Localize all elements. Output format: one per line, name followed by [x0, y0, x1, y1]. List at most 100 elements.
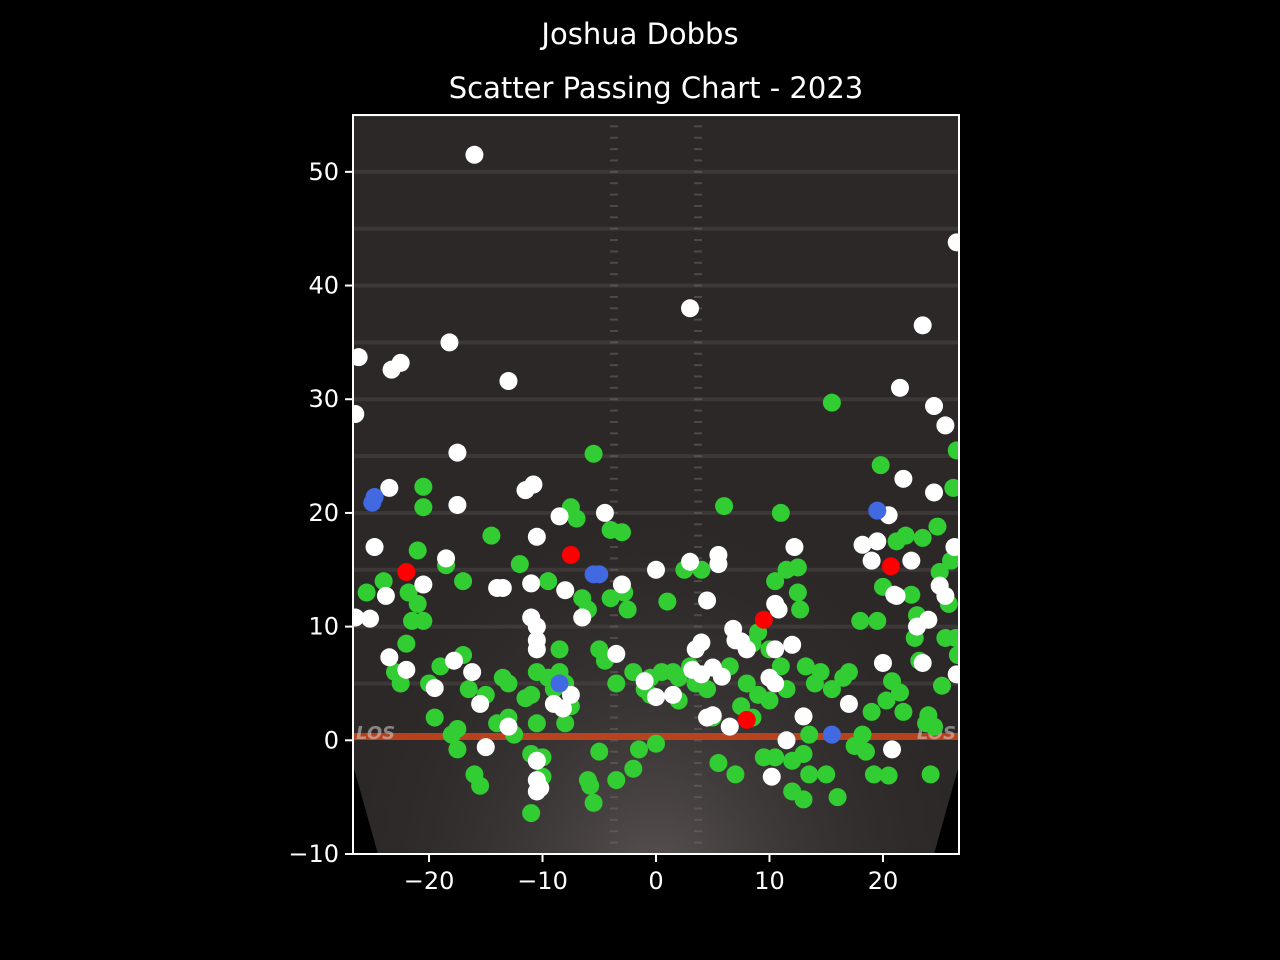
- hash-mark: [610, 466, 619, 469]
- pass-point-incomplete: [945, 538, 959, 557]
- pass-point-complete: [856, 742, 875, 761]
- pass-point-complete: [448, 740, 467, 759]
- hash-mark: [693, 136, 702, 139]
- hash-mark: [610, 830, 619, 833]
- pass-point-incomplete: [777, 731, 796, 750]
- hash-mark: [693, 148, 702, 151]
- pass-point-complete: [482, 526, 501, 545]
- pass-point-incomplete: [681, 552, 700, 571]
- pass-point-complete: [522, 804, 541, 823]
- pass-point-incomplete: [853, 535, 872, 554]
- los-label-left: LOS: [356, 723, 395, 744]
- pass-point-interception: [881, 557, 900, 576]
- yard-line: [353, 283, 959, 288]
- pass-point-incomplete: [698, 591, 717, 610]
- pass-point-complete: [811, 663, 830, 682]
- pass-point-incomplete: [612, 575, 631, 594]
- pass-point-complete: [868, 611, 887, 630]
- pass-point-incomplete: [947, 665, 959, 684]
- hash-mark: [693, 227, 702, 230]
- pass-point-complete: [890, 683, 909, 702]
- pass-point-incomplete: [883, 740, 902, 759]
- pass-point-complete: [590, 742, 609, 761]
- pass-point-complete: [658, 592, 677, 611]
- pass-point-incomplete: [556, 581, 575, 600]
- hash-mark: [693, 773, 702, 776]
- chart-suptitle: Joshua Dobbs: [539, 17, 738, 51]
- pass-point-incomplete: [527, 527, 546, 546]
- hash-mark: [693, 591, 702, 594]
- pass-point-complete: [894, 702, 913, 721]
- hash-mark: [693, 170, 702, 173]
- hash-mark: [610, 227, 619, 230]
- pass-point-complete: [760, 691, 779, 710]
- hash-mark: [610, 125, 619, 128]
- pass-point-incomplete: [553, 699, 572, 718]
- pass-point-incomplete: [692, 633, 711, 652]
- pass-point-incomplete: [887, 586, 906, 605]
- hash-mark: [693, 466, 702, 469]
- hash-mark: [693, 784, 702, 787]
- hash-mark: [693, 352, 702, 355]
- hash-mark: [610, 170, 619, 173]
- pass-point-incomplete: [573, 608, 592, 627]
- hash-mark: [610, 284, 619, 287]
- y-tick-label: 50: [308, 158, 339, 186]
- hash-mark: [610, 432, 619, 435]
- pass-point-complete: [612, 523, 631, 542]
- hash-mark: [693, 239, 702, 242]
- hash-mark: [610, 716, 619, 719]
- pass-point-complete: [629, 740, 648, 759]
- hash-mark: [610, 489, 619, 492]
- hash-mark: [610, 239, 619, 242]
- pass-point-incomplete: [936, 586, 955, 605]
- pass-point-incomplete: [925, 397, 944, 416]
- pass-point-incomplete: [476, 738, 495, 757]
- y-tick-label: 40: [308, 272, 339, 300]
- hash-mark: [693, 409, 702, 412]
- pass-point-incomplete: [522, 574, 541, 593]
- pass-point-complete: [930, 563, 949, 582]
- pass-point-incomplete: [471, 694, 490, 713]
- pass-point-complete: [709, 754, 728, 773]
- pass-point-incomplete: [595, 503, 614, 522]
- yard-line: [353, 624, 959, 629]
- hash-mark: [610, 762, 619, 765]
- hash-mark: [610, 386, 619, 389]
- pass-point-incomplete: [380, 478, 399, 497]
- pass-point-complete: [948, 646, 959, 665]
- pass-point-incomplete: [527, 751, 546, 770]
- yard-line: [353, 169, 959, 174]
- pass-point-complete: [853, 725, 872, 744]
- pass-point-incomplete: [703, 706, 722, 725]
- pass-point-complete: [796, 657, 815, 676]
- pass-point-complete: [794, 744, 813, 763]
- pass-point-incomplete: [440, 333, 459, 352]
- hash-mark: [693, 659, 702, 662]
- hash-mark: [610, 443, 619, 446]
- hash-mark: [693, 727, 702, 730]
- hash-mark: [610, 546, 619, 549]
- hash-mark: [693, 250, 702, 253]
- pass-point-complete: [946, 628, 959, 647]
- pass-point-incomplete: [894, 469, 913, 488]
- pass-point-incomplete: [376, 586, 395, 605]
- hash-mark: [610, 671, 619, 674]
- pass-point-complete: [618, 600, 637, 619]
- pass-point-complete: [788, 583, 807, 602]
- hash-mark: [693, 182, 702, 185]
- pass-point-complete: [391, 674, 410, 693]
- hash-mark: [610, 841, 619, 844]
- pass-point-complete: [879, 766, 898, 785]
- hash-mark: [693, 443, 702, 446]
- pass-point-incomplete: [794, 707, 813, 726]
- pass-point-incomplete: [712, 667, 731, 686]
- hash-mark: [693, 523, 702, 526]
- pass-point-complete: [800, 765, 819, 784]
- hash-mark: [610, 136, 619, 139]
- hash-mark: [693, 705, 702, 708]
- hash-mark: [693, 841, 702, 844]
- pass-point-complete: [647, 734, 665, 753]
- hash-mark: [610, 261, 619, 264]
- hash-mark: [693, 386, 702, 389]
